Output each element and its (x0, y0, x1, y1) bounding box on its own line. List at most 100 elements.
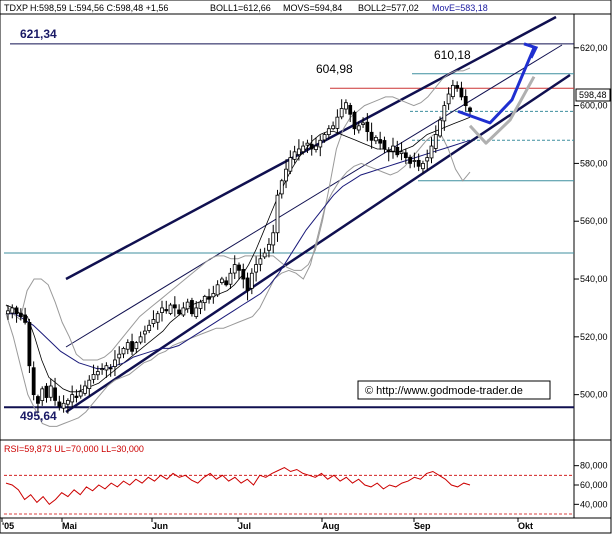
rsi-header: RSI=59,873 UL=70,000 LL=30,000 (4, 444, 144, 454)
candle-body (181, 307, 186, 316)
candle-body (279, 180, 284, 195)
candle-body (365, 121, 370, 133)
candle-body (168, 304, 173, 314)
candle-body (446, 93, 451, 105)
y-tick-label: 620,00 (580, 43, 608, 53)
bollinger-upper-line (5, 67, 471, 361)
candle-body (455, 85, 460, 89)
candle-body (468, 107, 472, 112)
candle-body (190, 300, 194, 315)
candle-body (408, 156, 413, 164)
x-tick-label: Jun (152, 521, 168, 531)
x-tick-label: Sep (414, 521, 431, 531)
candle-body (194, 307, 199, 317)
candle-body (6, 310, 10, 315)
y-tick-label: 560,00 (580, 216, 608, 226)
source-label: © http://www.godmode-trader.de (365, 385, 523, 397)
candle-body (232, 264, 237, 274)
candle-body (395, 146, 400, 156)
resistance-label: 621,34 (20, 27, 57, 41)
y-tick-label: 520,00 (580, 332, 608, 342)
candle-body (331, 125, 336, 130)
candle-body (335, 116, 340, 129)
candlesticks (6, 79, 472, 414)
candle-body (177, 309, 182, 315)
rsi-tick-label: 40,000 (580, 499, 608, 509)
rsi-tick-label: 60,000 (580, 480, 608, 490)
candle-body (254, 264, 259, 273)
bollinger-lower-line (5, 134, 471, 427)
y-tick-label: 500,00 (580, 390, 608, 400)
candle-body (403, 152, 408, 159)
candle-body (433, 134, 438, 149)
price-axis: 500,00 520,00 540,00 560,00 580,00 600,00 620,… (574, 43, 608, 400)
forecast-gray-path (468, 75, 536, 145)
candle-body (74, 395, 79, 398)
header-boll2: BOLL2=577,02 (358, 3, 419, 13)
candle-body (87, 379, 92, 389)
lower-channel-line (65, 73, 571, 414)
candle-body (211, 293, 216, 298)
candle-body (425, 157, 430, 162)
candle-body (36, 396, 40, 404)
candle-body (267, 243, 271, 251)
candle-body (459, 87, 464, 98)
forecast-arrows (457, 42, 539, 145)
candle-body (318, 139, 323, 148)
candle-body (348, 105, 353, 115)
candle-body (207, 296, 211, 300)
candle-body (147, 324, 152, 331)
x-tick-label: '05 (2, 521, 14, 531)
candle-body (164, 309, 169, 312)
candle-body (305, 142, 310, 146)
candle-body (142, 330, 147, 335)
candle-body (65, 400, 70, 405)
candle-body (95, 371, 100, 376)
candle-body (53, 387, 57, 401)
mid-channel-line (65, 44, 563, 348)
candle-body (31, 367, 36, 396)
candle-body (185, 301, 190, 310)
candle-body (125, 342, 130, 350)
current-price: 598,48 (579, 90, 607, 100)
candle-body (108, 367, 113, 370)
candle-body (18, 312, 23, 318)
source-box (357, 380, 551, 400)
candle-body (138, 336, 143, 343)
candle-body (48, 385, 53, 398)
candle-body (104, 365, 109, 371)
candle-body (429, 145, 434, 159)
candle-body (275, 194, 280, 234)
candle-body (61, 402, 66, 409)
candle-body (228, 272, 233, 285)
candle-body (378, 139, 383, 144)
candle-body (237, 264, 241, 271)
candle-body (40, 388, 45, 401)
date-axis: '05 Mai Jun Jul Aug Sep Okt (1, 518, 533, 531)
candle-body (262, 252, 267, 258)
y-tick-label: 540,00 (580, 274, 608, 284)
candle-body (172, 304, 177, 309)
forecast-arrow-head (523, 42, 539, 59)
rsi-line (5, 467, 471, 505)
header-ticker: TDXP (4, 3, 28, 13)
candle-body (361, 122, 365, 125)
y-tick-label: 600,00 (580, 101, 608, 111)
candle-body (301, 145, 306, 153)
candle-body (442, 105, 447, 122)
candle-body (10, 307, 15, 314)
candle-body (438, 119, 442, 137)
candle-body (224, 280, 229, 286)
candle-body (215, 284, 220, 296)
candle-body (27, 321, 32, 367)
candle-body (14, 307, 19, 315)
candle-body (219, 278, 224, 284)
candle-body (245, 277, 250, 291)
peak2-label: 610,18 (434, 48, 471, 62)
candle-body (382, 140, 387, 150)
rsi-tick-label: 80,000 (580, 461, 608, 471)
candle-body (284, 168, 288, 182)
x-tick-label: Jul (238, 521, 251, 531)
candle-body (369, 131, 374, 141)
peak1-label: 604,98 (316, 62, 353, 76)
